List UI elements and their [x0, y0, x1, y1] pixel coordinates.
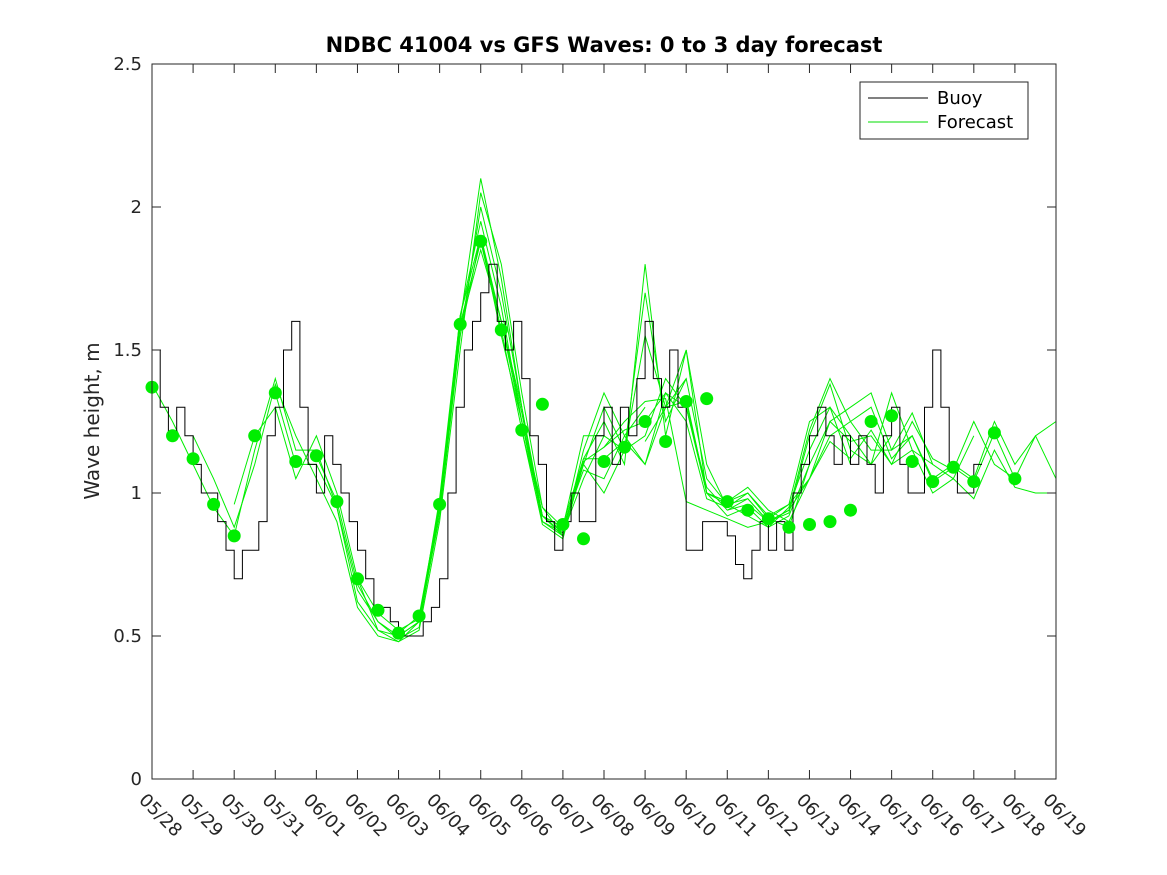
- forecast-line-14: [727, 429, 1056, 523]
- legend-buoy-label: Buoy: [937, 88, 983, 109]
- marker-point: [186, 452, 200, 466]
- marker-point: [433, 497, 447, 511]
- marker-point: [679, 395, 693, 408]
- marker-point: [412, 609, 426, 623]
- forecast-line-2: [233, 192, 604, 643]
- y-axis-label: Wave height, m: [80, 342, 104, 499]
- marker-point: [803, 518, 816, 531]
- marker-point: [638, 415, 652, 428]
- legend-forecast-label: Forecast: [937, 112, 1013, 133]
- marker-point: [371, 603, 385, 617]
- marker-point: [905, 455, 919, 468]
- marker-point: [227, 529, 241, 543]
- marker-point: [577, 532, 590, 546]
- y-tick-label: 2: [131, 197, 142, 218]
- y-tick-label: 0.5: [113, 626, 142, 647]
- marker-point: [946, 460, 960, 474]
- marker-point: [535, 397, 549, 411]
- forecast-line-1: [192, 221, 564, 643]
- marker-point: [166, 429, 179, 443]
- marker-point: [741, 503, 755, 517]
- marker-point: [700, 392, 714, 406]
- marker-point: [761, 512, 775, 526]
- marker-point: [309, 449, 323, 463]
- forecast-line-15: [768, 392, 1057, 520]
- marker-point: [1008, 472, 1022, 486]
- marker-point: [453, 317, 467, 331]
- chart-title: NDBC 41004 vs GFS Waves: 0 to 3 day fore…: [326, 33, 883, 57]
- marker-point: [864, 415, 878, 428]
- marker-point: [556, 518, 570, 531]
- y-tick-label: 2.5: [113, 54, 142, 75]
- marker-point: [844, 503, 857, 517]
- marker-point: [720, 495, 734, 509]
- marker-point: [392, 626, 405, 640]
- marker-point: [330, 495, 344, 509]
- marker-point: [823, 515, 837, 529]
- marker-point: [782, 520, 796, 534]
- marker-point: [268, 386, 282, 400]
- marker-group: [145, 234, 1022, 640]
- y-tick-label: 0: [131, 769, 142, 790]
- y-axis: 0 0.5 1 1.5 2 2.5: [113, 54, 1056, 790]
- y-tick-label: 1.5: [113, 340, 142, 361]
- marker-point: [289, 455, 303, 468]
- marker-point: [515, 423, 529, 437]
- marker-point: [474, 234, 488, 248]
- marker-point: [967, 475, 981, 489]
- y-tick-label: 1: [131, 483, 142, 504]
- marker-point: [597, 455, 611, 468]
- marker-point: [248, 429, 262, 443]
- marker-point: [926, 475, 940, 489]
- marker-point: [494, 323, 508, 337]
- marker-point: [207, 497, 221, 511]
- legend: Buoy Forecast: [859, 81, 1029, 140]
- legend-box: [859, 81, 1029, 140]
- marker-point: [987, 426, 1001, 440]
- marker-point: [351, 572, 364, 586]
- marker-point: [618, 440, 631, 454]
- marker-point: [885, 409, 899, 423]
- marker-point: [659, 435, 673, 448]
